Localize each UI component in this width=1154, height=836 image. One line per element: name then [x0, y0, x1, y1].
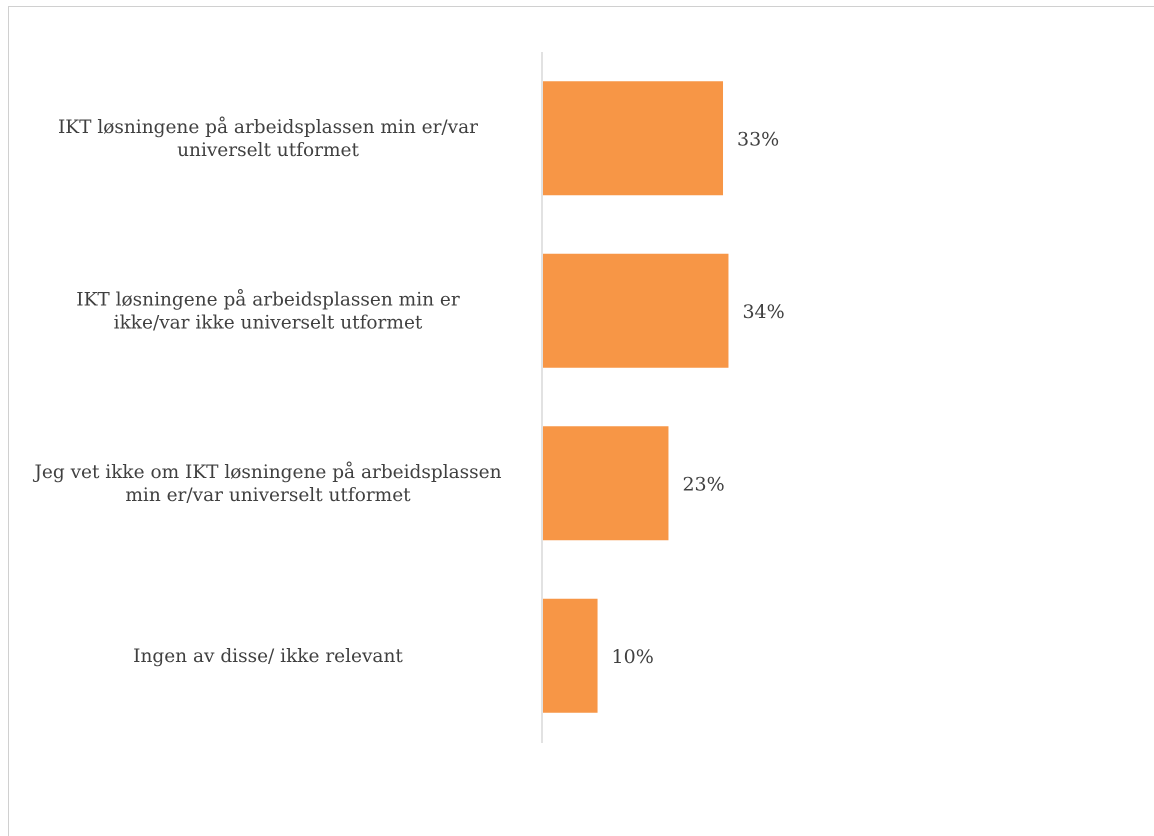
value-label-4: 10%: [612, 646, 654, 668]
value-label-2: 34%: [742, 301, 784, 323]
category-label-3-line-2: min er/var universelt utformet: [125, 485, 411, 506]
category-label-3-line-1: Jeg vet ikke om IKT løsningene på arbeid…: [32, 461, 501, 483]
bar-chart: IKT løsningene på arbeidsplassen min er/…: [32, 52, 785, 743]
value-label-3: 23%: [682, 473, 724, 495]
bar-2: [543, 253, 729, 368]
value-labels: 33% 34% 23% 10%: [612, 128, 785, 668]
category-label-2-line-2: ikke/var ikke universelt utformet: [114, 312, 423, 333]
category-label-1-line-1: IKT løsningene på arbeidsplassen min er/…: [58, 116, 478, 138]
bar-1: [543, 81, 724, 196]
bar-4: [543, 598, 598, 713]
value-label-1: 33%: [737, 128, 779, 150]
category-label-4: Ingen av disse/ ikke relevant: [133, 646, 403, 667]
category-label-1-line-2: universelt utformet: [177, 140, 359, 161]
category-label-2-line-1: IKT løsningene på arbeidsplassen min er: [76, 288, 460, 310]
bar-3: [543, 426, 669, 541]
category-labels: IKT løsningene på arbeidsplassen min er/…: [32, 116, 501, 667]
category-label-2: IKT løsningene på arbeidsplassen min er i…: [76, 288, 460, 333]
category-label-4-line-1: Ingen av disse/ ikke relevant: [133, 646, 403, 667]
bars-layer: [543, 81, 729, 713]
category-label-1: IKT løsningene på arbeidsplassen min er/…: [58, 116, 478, 161]
category-label-3: Jeg vet ikke om IKT løsningene på arbeid…: [32, 461, 501, 506]
chart-frame: IKT løsningene på arbeidsplassen min er/…: [8, 6, 1154, 836]
